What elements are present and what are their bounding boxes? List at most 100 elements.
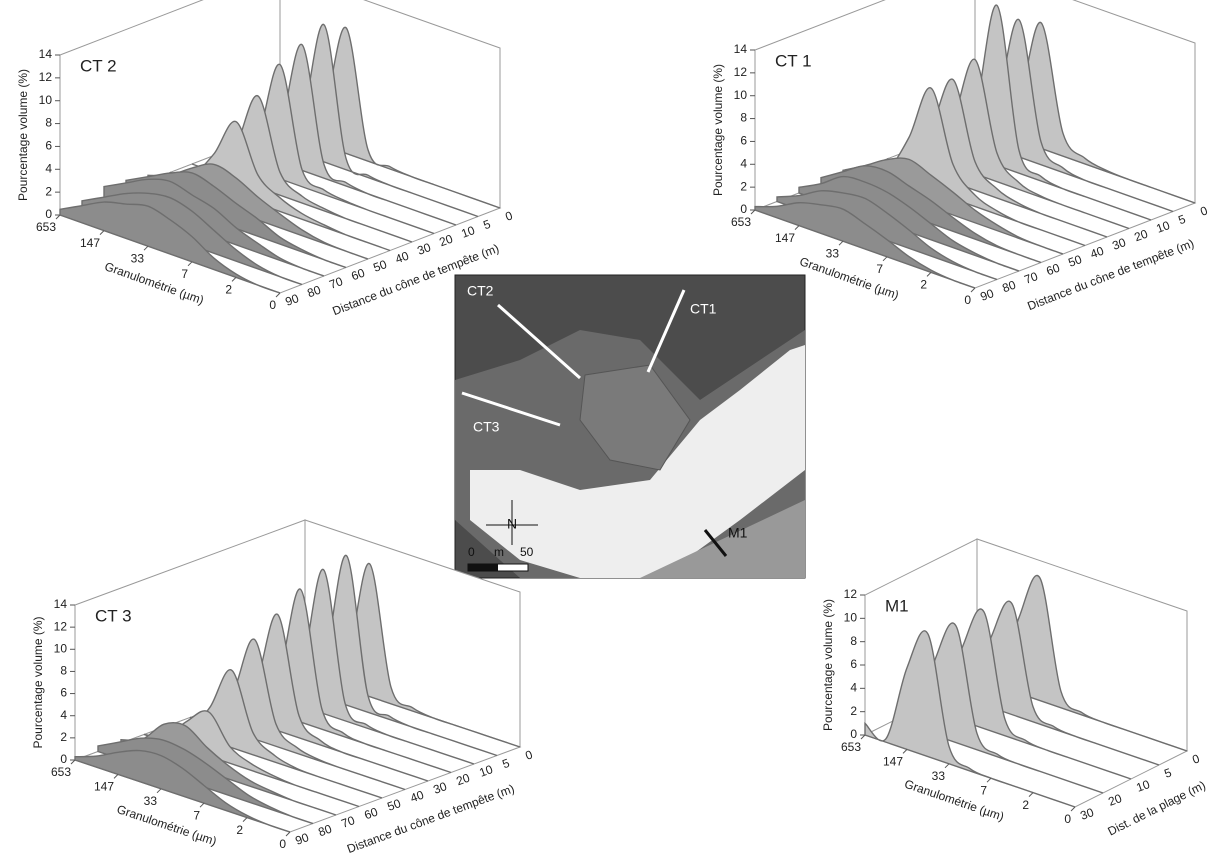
y-tick-label: 14 xyxy=(734,42,748,56)
y-tick-label: 4 xyxy=(850,681,857,695)
x-tick-label: 7 xyxy=(876,262,883,276)
ridge xyxy=(74,749,291,833)
x-tick-label: 0 xyxy=(1064,812,1071,826)
y-tick-label: 10 xyxy=(39,93,53,107)
x-tick xyxy=(55,214,61,220)
chart-title: CT 3 xyxy=(95,606,132,625)
z-tick-label: 30 xyxy=(1110,235,1128,253)
x-tick-label: 7 xyxy=(980,783,987,797)
x-tick-label: 653 xyxy=(841,740,861,754)
y-tick-label: 10 xyxy=(54,641,68,655)
z-tick-label: 20 xyxy=(1106,791,1124,809)
map-label: CT1 xyxy=(690,301,717,317)
z-tick-label: 20 xyxy=(1132,226,1150,244)
y-tick-label: 0 xyxy=(60,752,67,766)
scale-label: 0 xyxy=(468,545,475,559)
x-tick-label: 147 xyxy=(94,780,114,794)
z-tick-label: 70 xyxy=(1022,269,1040,287)
y-axis-title: Pourcentage volume (%) xyxy=(821,599,835,731)
x-tick xyxy=(275,292,281,298)
ridge xyxy=(59,201,281,294)
map-label: CT2 xyxy=(467,283,494,299)
z-tick-label: 50 xyxy=(1066,252,1084,270)
x-tick xyxy=(70,759,76,765)
z-tick-label: 60 xyxy=(349,265,367,283)
x-axis-title: Granulométrie (µm) xyxy=(798,254,901,302)
ridge xyxy=(864,630,1076,808)
z-tick-label: 5 xyxy=(1176,212,1187,228)
x-tick-label: 2 xyxy=(920,278,927,292)
y-tick-label: 2 xyxy=(60,730,67,744)
scale-bar xyxy=(468,564,498,571)
x-tick-label: 147 xyxy=(775,231,795,245)
z-tick-label: 50 xyxy=(385,796,403,814)
chart-title: M1 xyxy=(885,596,909,615)
z-tick-label: 60 xyxy=(362,804,380,822)
x-tick xyxy=(860,734,866,740)
y-tick-label: 8 xyxy=(850,634,857,648)
x-tick xyxy=(113,774,119,779)
x-tick-label: 0 xyxy=(279,837,286,851)
z-tick-label: 40 xyxy=(393,248,411,266)
x-tick-label: 653 xyxy=(36,220,56,234)
y-tick-label: 8 xyxy=(45,116,52,130)
x-tick xyxy=(902,749,908,754)
x-tick xyxy=(838,240,844,246)
x-tick xyxy=(285,831,291,837)
y-tick-label: 10 xyxy=(734,88,748,102)
z-tick-label: 90 xyxy=(293,830,311,848)
y-tick-label: 2 xyxy=(850,704,857,718)
z-tick-label: 30 xyxy=(431,779,449,797)
x-tick xyxy=(970,287,976,293)
x-axis-title: Granulométrie (µm) xyxy=(903,777,1006,824)
chart-title: CT 2 xyxy=(80,56,117,75)
beach xyxy=(470,345,805,578)
y-tick-label: 0 xyxy=(45,207,52,221)
y-axis-title: Pourcentage volume (%) xyxy=(711,64,725,196)
north-label: N xyxy=(507,516,517,532)
transect-ct2 xyxy=(497,303,581,380)
aerial-map: CT2 CT1 CT3 M1 N 0 m 50 xyxy=(454,274,806,579)
z-tick-label: 40 xyxy=(1088,243,1106,261)
scale-label: m xyxy=(494,545,504,559)
x-tick-label: 653 xyxy=(731,215,751,229)
z-tick-label: 30 xyxy=(415,240,433,258)
z-tick-label: 50 xyxy=(371,257,389,275)
z-tick-label: 10 xyxy=(459,223,477,241)
z-tick-label: 10 xyxy=(1134,777,1152,795)
x-tick-label: 33 xyxy=(144,794,158,808)
y-tick-label: 14 xyxy=(54,597,68,611)
x-tick xyxy=(143,245,149,251)
x-tick xyxy=(944,763,950,769)
x-tick-label: 2 xyxy=(236,823,243,837)
shoreline xyxy=(640,500,805,578)
transect-ct1 xyxy=(646,289,686,373)
y-axis-title: Pourcentage volume (%) xyxy=(16,69,30,201)
x-tick xyxy=(1028,792,1034,797)
ridge xyxy=(754,202,976,289)
x-tick xyxy=(231,277,237,282)
y-tick-label: 10 xyxy=(844,611,858,625)
z-tick-label: 70 xyxy=(339,813,357,831)
ridge xyxy=(169,120,391,252)
z-tick-label: 10 xyxy=(477,762,495,780)
x-tick xyxy=(750,209,756,215)
y-tick-label: 0 xyxy=(740,202,747,216)
y-tick-label: 4 xyxy=(45,161,52,175)
z-tick-label: 5 xyxy=(481,217,492,233)
z-tick-label: 20 xyxy=(454,770,472,788)
x-tick-label: 7 xyxy=(181,267,188,281)
z-tick-label: 20 xyxy=(437,231,455,249)
x-tick-label: 0 xyxy=(269,298,276,312)
y-tick-label: 6 xyxy=(850,657,857,671)
chart-title: CT 1 xyxy=(775,51,812,70)
x-tick-label: 0 xyxy=(964,293,971,307)
x-tick-label: 33 xyxy=(131,251,145,265)
y-tick-label: 6 xyxy=(60,686,67,700)
transect-m1 xyxy=(703,529,728,557)
y-tick-label: 0 xyxy=(850,727,857,741)
z-tick-label: 40 xyxy=(408,787,426,805)
